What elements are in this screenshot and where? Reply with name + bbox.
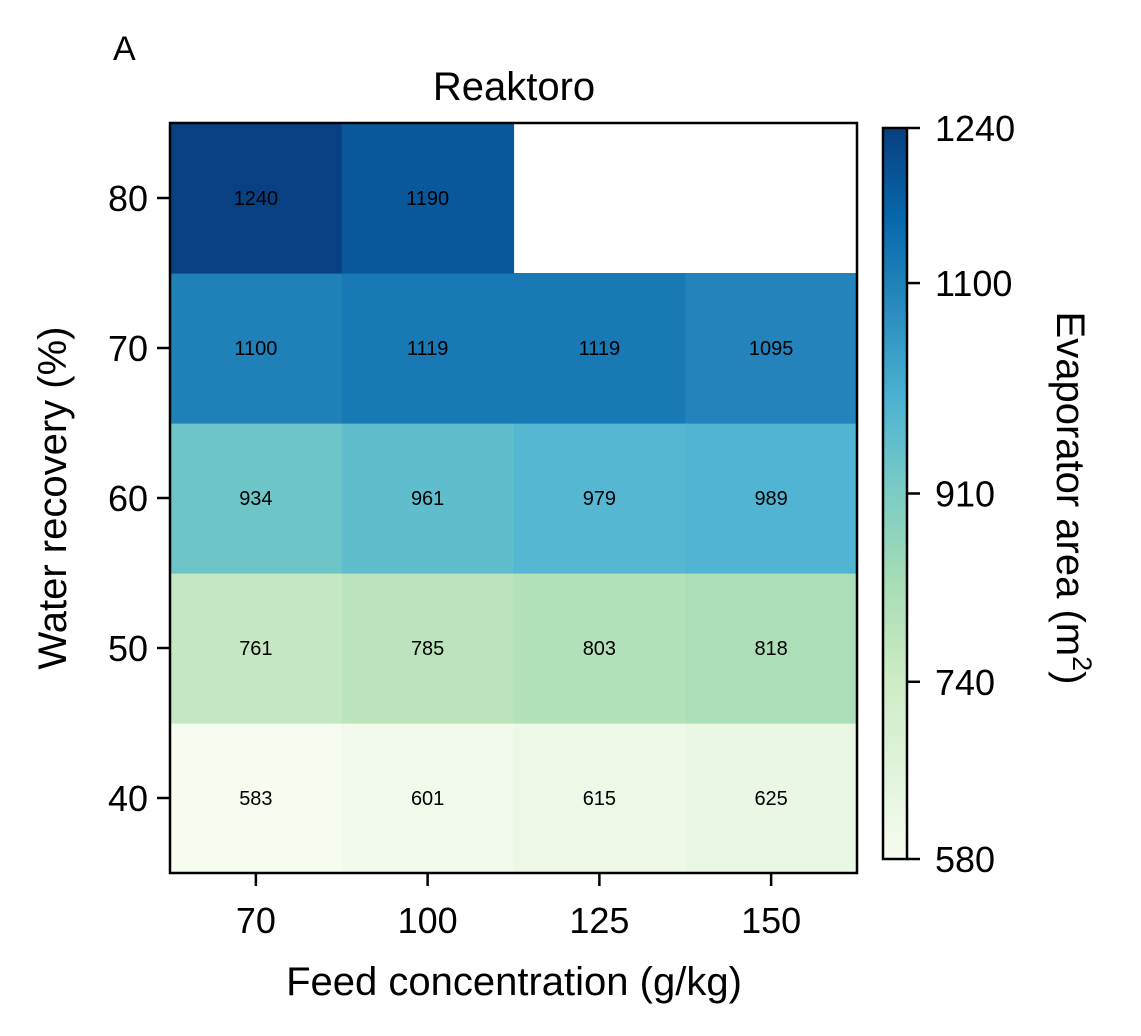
cell-value-label: 1100 bbox=[234, 338, 277, 360]
cell-value-label: 785 bbox=[411, 638, 444, 660]
x-tick-label: 100 bbox=[398, 900, 458, 941]
chart-title: Reaktoro bbox=[433, 65, 595, 109]
colorbar-label: Evaporator area (m2) bbox=[1048, 312, 1097, 685]
cell-value-label: 1119 bbox=[407, 338, 449, 360]
panel-label: A bbox=[113, 30, 136, 68]
cell-value-label: 1095 bbox=[749, 338, 794, 360]
heatmap-cell bbox=[685, 423, 858, 574]
cell-value-label: 761 bbox=[239, 638, 272, 660]
heatmap-cell bbox=[513, 273, 686, 424]
heatmap-cell bbox=[513, 573, 686, 724]
heatmap-cell bbox=[170, 723, 343, 874]
x-axis-label: Feed concentration (g/kg) bbox=[286, 960, 742, 1004]
y-tick-label: 50 bbox=[108, 628, 148, 669]
cell-value-label: 625 bbox=[754, 788, 787, 810]
heatmap-cell bbox=[170, 273, 343, 424]
y-tick-label: 40 bbox=[108, 778, 148, 819]
cell-value-label: 979 bbox=[583, 488, 616, 510]
colorbar-ticks: 580 740 910 1100 1240 bbox=[907, 108, 1015, 880]
colorbar: 580 740 910 1100 1240 Evaporator area (m2) bbox=[881, 108, 1097, 880]
heatmap-cell bbox=[513, 423, 686, 574]
heatmap-cell bbox=[341, 273, 515, 424]
y-tick-label: 70 bbox=[108, 328, 148, 369]
y-tick-label: 80 bbox=[108, 178, 148, 219]
heatmap-cell bbox=[341, 123, 515, 274]
heatmap-cell bbox=[341, 573, 515, 724]
heatmap-cell bbox=[513, 723, 686, 874]
colorbar-label-close: ) bbox=[1048, 671, 1092, 684]
colorbar-label-main: Evaporator area (m bbox=[1048, 312, 1092, 657]
heatmap-cell bbox=[685, 273, 858, 424]
colorbar-tick-label: 1240 bbox=[935, 108, 1015, 149]
cell-value-label: 989 bbox=[754, 488, 787, 510]
y-tick-label: 60 bbox=[108, 478, 148, 519]
y-axis-label: Water recovery (%) bbox=[31, 326, 75, 669]
cell-value-label: 615 bbox=[583, 788, 616, 810]
colorbar-tick-label: 580 bbox=[935, 839, 995, 880]
heatmap-cell bbox=[170, 423, 343, 574]
colorbar-tick-label: 1100 bbox=[935, 263, 1012, 304]
heatmap-cell bbox=[170, 123, 343, 274]
cell-value-label: 818 bbox=[754, 638, 787, 660]
colorbar-tick-label: 740 bbox=[935, 662, 995, 703]
colorbar-gradient bbox=[881, 126, 909, 861]
cell-value-label: 961 bbox=[411, 488, 444, 510]
x-tick-label: 125 bbox=[569, 900, 629, 941]
heatmap-cell bbox=[685, 723, 858, 874]
cell-value-label: 1240 bbox=[234, 188, 279, 210]
heatmap-cell-labels: 583 601 615 625 761 785 803 818 934 961 979 989 1100… bbox=[234, 188, 794, 810]
cell-value-label: 1190 bbox=[406, 188, 449, 210]
x-tick-label: 70 bbox=[236, 900, 276, 941]
y-axis: 40 50 60 70 80 bbox=[108, 178, 170, 819]
colorbar-label-superscript: 2 bbox=[1067, 656, 1097, 671]
cell-value-label: 934 bbox=[239, 488, 272, 510]
cell-value-label: 583 bbox=[239, 788, 272, 810]
cell-value-label: 1119 bbox=[579, 338, 621, 360]
heatmap-cell bbox=[170, 573, 343, 724]
colorbar-tick-label: 910 bbox=[935, 474, 995, 515]
x-tick-label: 150 bbox=[741, 900, 801, 941]
heatmap-cell bbox=[341, 423, 515, 574]
heatmap-cell bbox=[685, 573, 858, 724]
cell-value-label: 803 bbox=[583, 638, 616, 660]
x-axis: 70 100 125 150 bbox=[236, 873, 801, 941]
cell-value-label: 601 bbox=[411, 788, 444, 810]
heatmap-cell bbox=[341, 723, 515, 874]
heatmap-cells bbox=[170, 123, 858, 874]
